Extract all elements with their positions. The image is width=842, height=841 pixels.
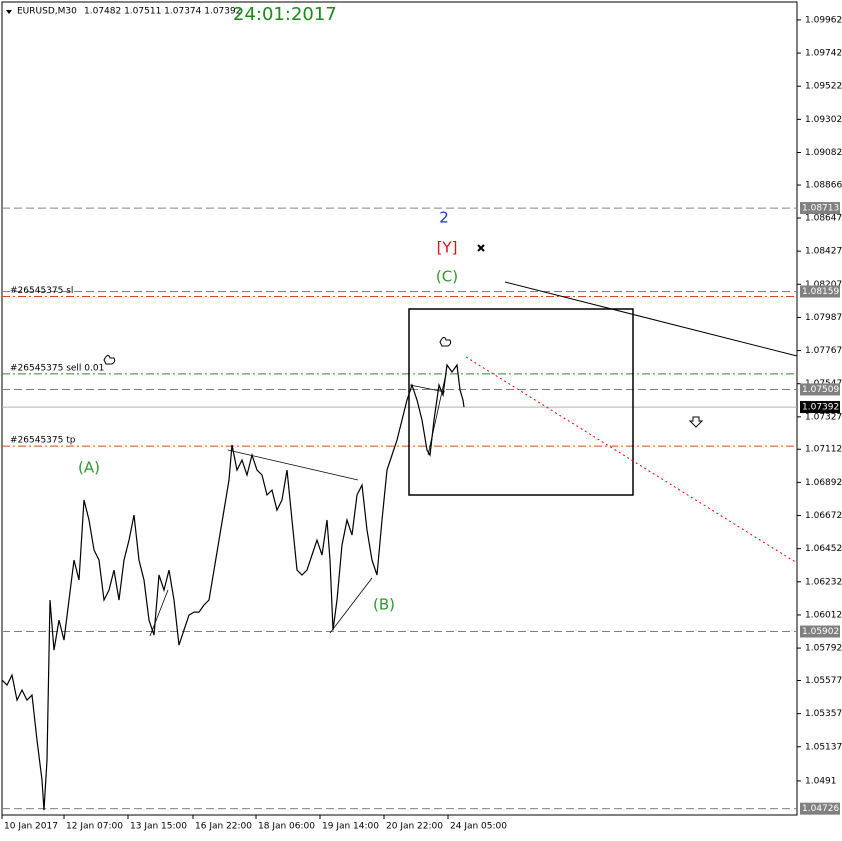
wedge-line	[427, 377, 446, 456]
series	[1, 363, 465, 811]
price-label: 1.08713	[802, 204, 839, 214]
x-tick-label: 12 Jan 07:00	[66, 822, 123, 832]
ohlc: 1.07482 1.07511 1.07374 1.07392	[84, 7, 241, 17]
trend-line	[465, 356, 798, 564]
date-label: 24:01:2017	[233, 4, 337, 25]
order-label: #26545375 tp	[10, 436, 76, 446]
y-tick-label: 1.07112	[805, 445, 842, 455]
x-tick-label: 18 Jan 06:00	[258, 822, 315, 832]
y-tick-label: 1.05577	[805, 676, 842, 686]
order-label: #26545375 sl	[10, 286, 73, 296]
y-tick-label: 1.08207	[805, 280, 842, 290]
price-label: 1.05902	[802, 627, 839, 637]
y-tick-label: 1.06892	[805, 478, 842, 488]
price-label: 1.08159	[802, 287, 839, 297]
y-tick-label: 1.09302	[805, 115, 842, 125]
price-label: 1.07392	[802, 403, 839, 413]
x-tick-label: 24 Jan 05:00	[450, 822, 507, 832]
price-label-bg	[800, 383, 840, 396]
sell-arrow	[688, 416, 704, 428]
price-line	[1, 363, 465, 811]
x-tick-label: 13 Jan 15:00	[130, 822, 187, 832]
wave-label: (A)	[78, 459, 100, 477]
price-label-bg	[800, 202, 840, 215]
y-tick-label: 1.07327	[805, 412, 842, 422]
y-tick-label: 1.05137	[805, 742, 842, 752]
wave-label: [Y]	[437, 239, 458, 257]
price-label-bg	[800, 625, 840, 638]
y-tick-label: 1.08866	[805, 181, 842, 191]
y-tick-label: 1.0491	[805, 776, 837, 786]
menu-arrow	[6, 10, 12, 14]
order-label: #26545375 sell 0.01	[10, 363, 104, 373]
y-tick-label: 1.06452	[805, 544, 842, 554]
wedge-line	[329, 577, 373, 634]
y-tick-label: 1.09962	[805, 15, 842, 25]
levels	[2, 207, 797, 810]
wedge-line	[227, 449, 359, 481]
y-tick-label: 1.09082	[805, 148, 842, 158]
x-tick-label: 20 Jan 22:00	[386, 822, 443, 832]
y-tick-label: 1.06012	[805, 610, 842, 620]
wedge-line	[149, 589, 169, 637]
x-tick-label: 10 Jan 2017	[4, 822, 58, 832]
y-tick-label: 1.07767	[805, 346, 842, 356]
price-label: 1.07509	[802, 385, 839, 395]
wave-label: 2	[439, 209, 449, 227]
y-tick-label: 1.08427	[805, 247, 842, 257]
trend-line	[504, 281, 798, 357]
y-tick-label: 1.06672	[805, 511, 842, 521]
price-label-bg	[800, 802, 840, 815]
x-tick-label: 19 Jan 14:00	[322, 822, 379, 832]
price-label-bg	[800, 285, 840, 298]
y-tick-label: 1.05792	[805, 644, 842, 654]
y-tick-label: 1.07987	[805, 313, 842, 323]
axis: 1.09962 1.09742 1.09522 1.09302 1.09082 1.088…	[1, 15, 842, 832]
price-label: 1.04726	[802, 804, 839, 814]
y-tick-label: 1.06232	[805, 577, 842, 587]
hand-icon	[103, 354, 116, 365]
symbol-title: EURUSD,M30	[17, 7, 77, 17]
y-tick-label: 1.09742	[805, 49, 842, 59]
wave-label: (C)	[436, 268, 458, 286]
price-label-bg	[800, 401, 840, 414]
y-tick-label: 1.05357	[805, 709, 842, 719]
hand-icon	[439, 336, 452, 347]
plot-frame	[1, 1, 798, 816]
x-tick-label: 16 Jan 22:00	[195, 822, 252, 832]
y-tick-label: 1.09522	[805, 82, 842, 92]
close-mark	[477, 244, 485, 252]
box	[408, 308, 634, 496]
y-tick-label: 1.08647	[805, 214, 842, 224]
wave-label: (B)	[373, 596, 395, 614]
wedge-line	[409, 384, 446, 393]
